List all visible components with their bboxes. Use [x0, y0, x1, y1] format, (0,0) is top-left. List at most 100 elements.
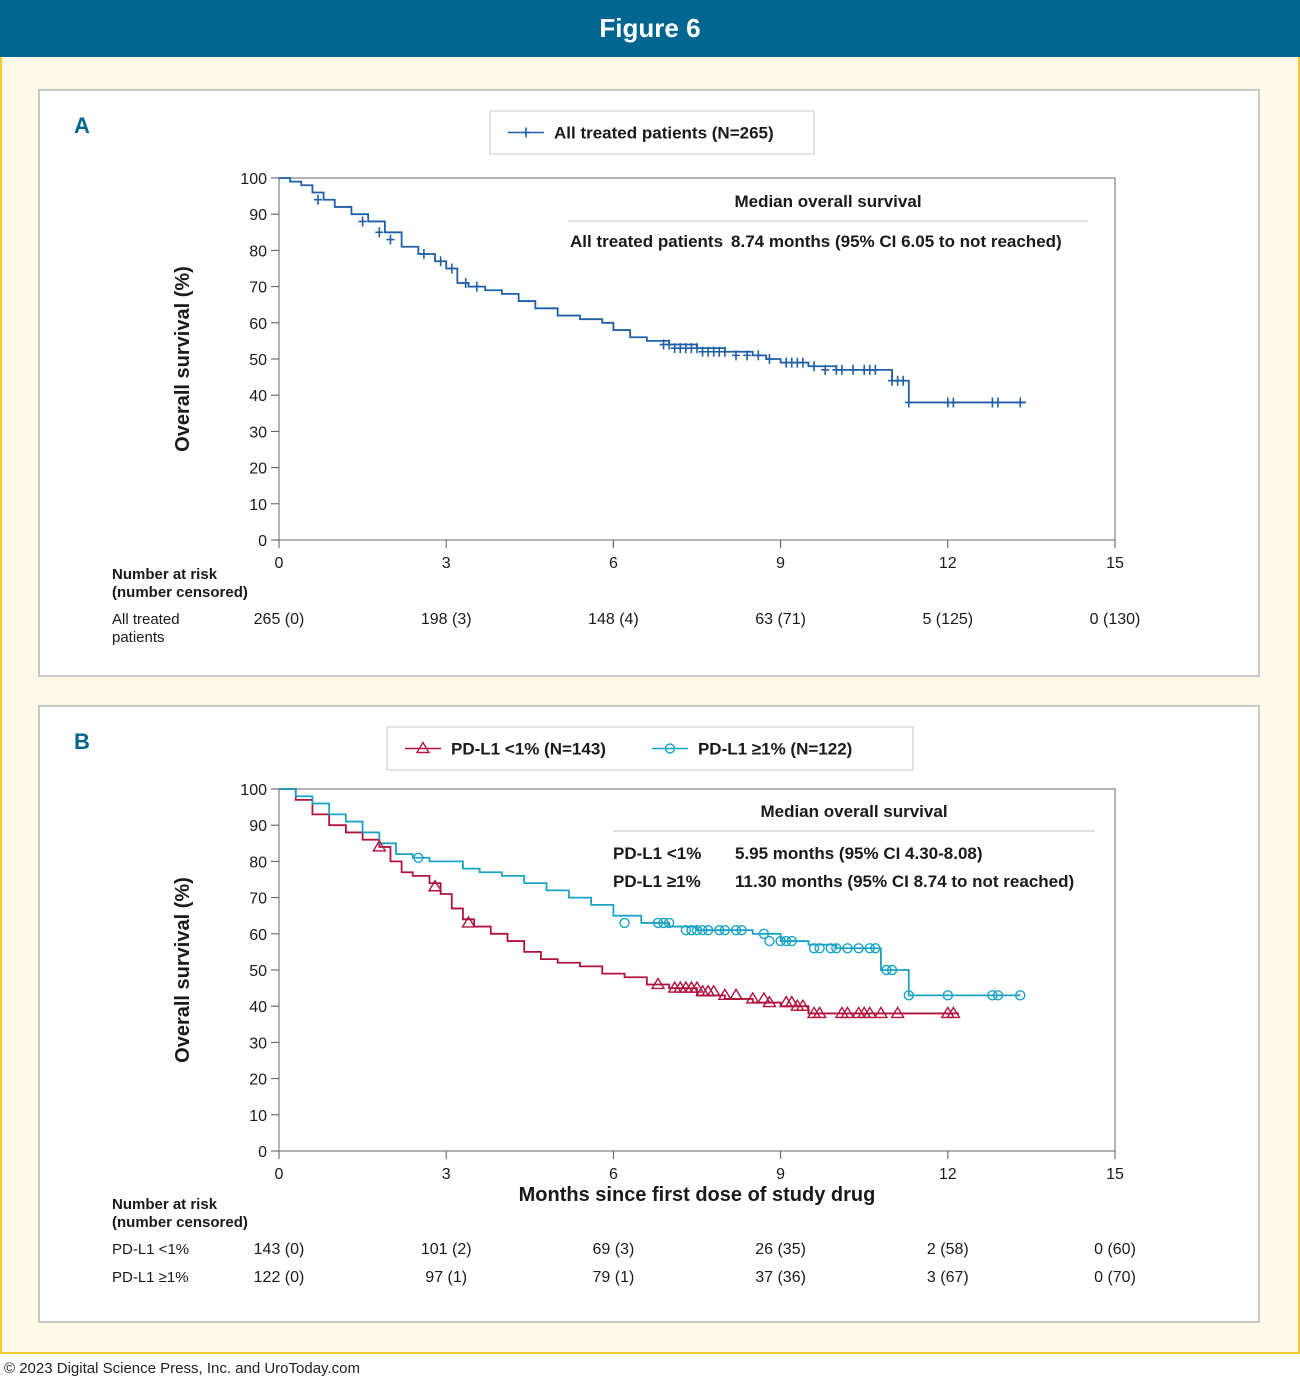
censor-mark — [886, 964, 898, 976]
panel-label: B — [74, 729, 90, 754]
x-tick-label: 6 — [609, 555, 618, 572]
panel-b: B PD-L1 <1% (N=143) PD-L1 ≥1% (N=122) 0 10 20… — [38, 705, 1260, 1323]
censor-mark — [663, 917, 675, 929]
legend-marker-0 — [522, 127, 530, 138]
censor-mark — [1016, 397, 1025, 408]
legend-entry-1: PD-L1 ≥1% (N=122) — [698, 740, 852, 759]
censor-mark — [871, 364, 880, 375]
censor-mark — [717, 987, 733, 1001]
risk-table: Number at risk(number censored) PD-L1 <1%… — [112, 1196, 1136, 1286]
censor-mark — [942, 990, 953, 1001]
legend-box — [386, 726, 914, 771]
censor-mark — [831, 943, 842, 954]
risk-value: 97 (1) — [425, 1269, 467, 1286]
censor-mark — [686, 924, 697, 936]
x-tick-label: 15 — [1106, 555, 1124, 572]
x-tick-label: 0 — [275, 555, 284, 572]
censor-mark — [730, 924, 742, 936]
censor-mark — [862, 1006, 878, 1019]
censor-mark — [899, 375, 908, 386]
censor-mark — [864, 943, 875, 954]
x-tick-label: 3 — [442, 555, 451, 572]
censor-mark — [780, 935, 792, 947]
censor-mark — [1015, 990, 1026, 1001]
censor-mark — [436, 256, 445, 267]
censor-mark — [821, 364, 830, 375]
y-tick-label: 0 — [258, 533, 267, 550]
x-tick-label: 3 — [442, 1166, 451, 1183]
panel-box — [38, 89, 1260, 677]
censor-mark — [358, 216, 367, 227]
censor-mark — [949, 397, 958, 408]
censor-mark — [427, 879, 443, 892]
x-tick-label: 6 — [609, 1166, 618, 1183]
censor-mark — [314, 194, 323, 205]
x-tick-label: 0 — [275, 1166, 284, 1183]
annotation-title: Median overall survival — [734, 192, 921, 211]
legend-entry-0: PD-L1 <1% (N=143) — [451, 740, 606, 759]
censor-mark — [372, 839, 387, 852]
risk-row-label: PD-L1 <1% — [112, 1241, 189, 1258]
annotation-title: Median overall survival — [760, 802, 947, 821]
censor-mark — [714, 924, 725, 936]
legend: All treated patients (N=265) — [489, 110, 815, 155]
y-tick-label: 30 — [249, 1035, 267, 1052]
risk-row-label: PD-L1 ≥1% — [112, 1269, 189, 1286]
censor-mark — [691, 924, 703, 936]
censor-mark — [810, 361, 819, 372]
censor-mark — [798, 357, 807, 368]
censor-mark — [765, 354, 774, 364]
y-tick-label: 0 — [258, 1144, 267, 1161]
censor-mark — [881, 964, 892, 976]
censor-mark — [987, 990, 998, 1001]
censor-mark — [650, 977, 666, 990]
risk-value: 0 (70) — [1094, 1269, 1136, 1286]
annotation-row-label: PD-L1 ≥1% — [613, 872, 701, 891]
censor-mark — [904, 397, 913, 408]
censor-mark — [652, 917, 664, 929]
y-tick-label: 60 — [249, 927, 267, 944]
censor-mark — [665, 339, 674, 350]
censor-mark — [873, 1006, 889, 1019]
censor-mark — [693, 343, 701, 354]
censor-marks-1 — [413, 852, 1026, 1001]
risk-value: 26 (35) — [755, 1241, 806, 1258]
risk-row-label: patients — [112, 629, 165, 646]
censor-mark — [795, 998, 811, 1011]
censor-mark — [706, 984, 721, 997]
censor-mark — [658, 917, 669, 929]
legend-marker-1 — [664, 743, 676, 754]
y-tick-label: 10 — [249, 497, 267, 514]
censor-marks-0 — [372, 839, 961, 1019]
panel-box — [38, 705, 1260, 1323]
y-tick-label: 90 — [249, 818, 267, 835]
censor-mark — [842, 943, 853, 954]
y-tick-label: 100 — [240, 171, 267, 188]
annotation-row-value: 5.95 months (95% CI 4.30-8.08) — [735, 844, 983, 863]
annotation-row-value: 8.74 months (95% CI 6.05 to not reached) — [731, 232, 1062, 251]
annotation-row-label: All treated patients — [570, 232, 723, 251]
censor-mark — [992, 990, 1004, 1001]
censor-mark — [447, 263, 456, 274]
censor-mark — [732, 350, 741, 361]
censor-mark — [461, 277, 470, 288]
censor-mark — [680, 924, 692, 936]
censor-mark — [903, 990, 914, 1001]
legend: PD-L1 <1% (N=143) PD-L1 ≥1% (N=122) — [386, 726, 914, 771]
censor-mark — [728, 987, 744, 1001]
risk-table-header: Number at risk — [112, 1196, 218, 1213]
y-tick-label: 90 — [249, 207, 267, 224]
censor-mark — [784, 995, 799, 1008]
risk-table: Number at risk(number censored) All treat… — [112, 566, 1140, 646]
censor-mark — [890, 1006, 905, 1019]
censor-mark — [840, 1006, 855, 1019]
panel-label: A — [74, 113, 90, 138]
y-axis-label: Overall survival (%) — [172, 877, 194, 1063]
y-tick-label: 20 — [249, 1072, 267, 1089]
censor-mark — [808, 943, 820, 954]
median-annotation: Median overall survival PD-L1 <1% 5.95 mon… — [613, 802, 1095, 891]
risk-value: 3 (67) — [927, 1269, 969, 1286]
y-tick-label: 40 — [249, 388, 267, 405]
censor-mark — [758, 928, 770, 940]
risk-value: 265 (0) — [254, 611, 305, 628]
